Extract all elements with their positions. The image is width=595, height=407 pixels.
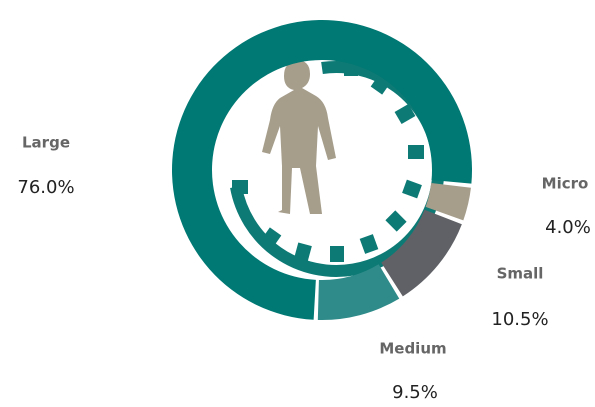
worker [262,60,336,214]
category-label: Micro [542,175,589,193]
value-label: 9.5% [392,382,438,403]
category-label: Medium [379,340,446,358]
category-label: Small [497,265,544,283]
value-label: 4.0% [545,217,591,238]
value-label: 10.5% [491,309,548,330]
chart: Micro 4.0% Small 10.5% Medium 9.5% Large 76.0% [0,0,595,407]
value-label: 76.0% [17,177,74,198]
category-label: Large [22,134,70,152]
